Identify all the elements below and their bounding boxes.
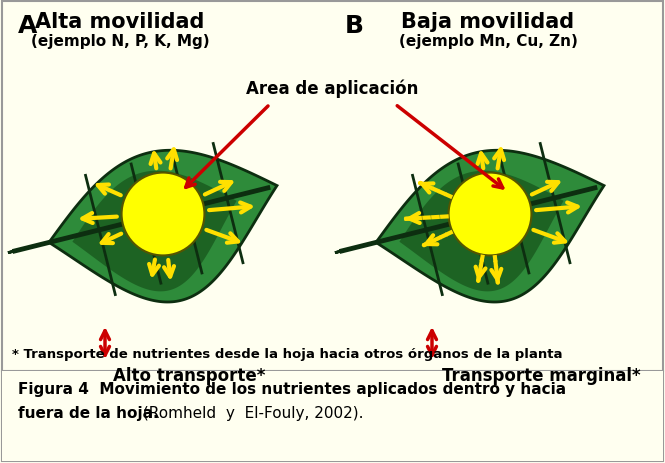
Text: (ejemplo N, P, K, Mg): (ejemplo N, P, K, Mg) [31,34,209,49]
Text: B: B [345,14,364,38]
Circle shape [122,173,204,256]
Text: Alta movilidad: Alta movilidad [35,12,205,32]
Text: Baja movilidad: Baja movilidad [402,12,575,32]
Polygon shape [335,151,604,302]
Text: Figura 4  Movimiento de los nutrientes aplicados dentro y hacia: Figura 4 Movimiento de los nutrientes ap… [18,381,566,396]
Text: Transporte marginal*: Transporte marginal* [442,366,640,384]
Text: fuera de la hoja.: fuera de la hoja. [18,405,159,420]
Circle shape [449,173,531,256]
Polygon shape [43,171,237,292]
Polygon shape [370,171,564,292]
Text: (Romheld  y  El-Fouly, 2002).: (Romheld y El-Fouly, 2002). [138,405,364,420]
Text: (ejemplo Mn, Cu, Zn): (ejemplo Mn, Cu, Zn) [398,34,577,49]
Polygon shape [8,151,277,302]
Text: * Transporte de nutrientes desde la hoja hacia otros órganos de la planta: * Transporte de nutrientes desde la hoja… [12,347,563,360]
Bar [2,371,663,461]
Text: Alto transporte*: Alto transporte* [113,366,265,384]
Text: A: A [18,14,37,38]
Text: Area de aplicación: Area de aplicación [246,80,418,98]
